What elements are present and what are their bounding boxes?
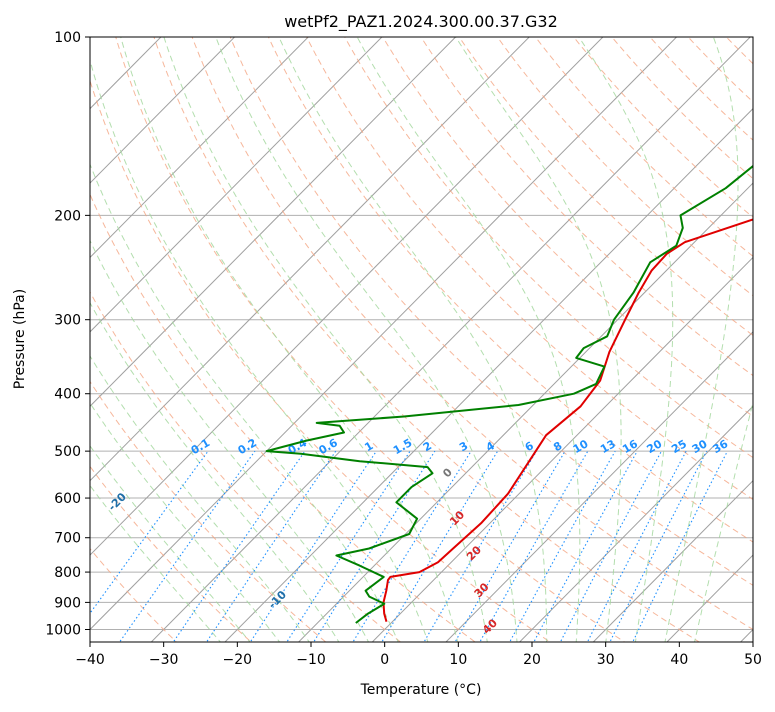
x-axis-ticks: −40 −30 −20 −10 0 10 20 30 40 50	[75, 642, 762, 668]
dry-adiabat-line	[751, 24, 775, 645]
x-tick-label: 50	[744, 652, 762, 668]
y-tick-label: 500	[54, 444, 81, 460]
x-tick-label: −20	[223, 652, 253, 668]
plot-background	[90, 37, 753, 642]
x-tick-label: 30	[597, 652, 615, 668]
y-axis-label: Pressure (hPa)	[12, 289, 28, 389]
x-tick-label: 20	[523, 652, 541, 668]
y-tick-label: 700	[54, 531, 81, 547]
y-tick-label: 100	[54, 30, 81, 46]
y-tick-label: 900	[54, 595, 81, 611]
x-tick-label: 40	[670, 652, 688, 668]
y-tick-label: 400	[54, 387, 81, 403]
y-tick-label: 800	[54, 565, 81, 581]
y-tick-label: 300	[54, 313, 81, 329]
y-tick-label: 1000	[45, 623, 81, 639]
y-tick-label: 600	[54, 491, 81, 507]
chart-title: wetPf2_PAZ1.2024.300.00.37.G32	[284, 12, 558, 32]
dry-adiabat-label: -30	[0, 424, 20, 447]
x-tick-label: 10	[449, 652, 467, 668]
y-tick-label: 200	[54, 208, 81, 224]
x-tick-label: −40	[75, 652, 105, 668]
x-tick-label: 0	[380, 652, 389, 668]
y-axis-ticks: 100 200 300 400 500 600 700 800 900 1000	[45, 30, 90, 639]
x-tick-label: −10	[296, 652, 326, 668]
x-axis-label: Temperature (°C)	[360, 682, 482, 698]
x-tick-label: −30	[149, 652, 179, 668]
